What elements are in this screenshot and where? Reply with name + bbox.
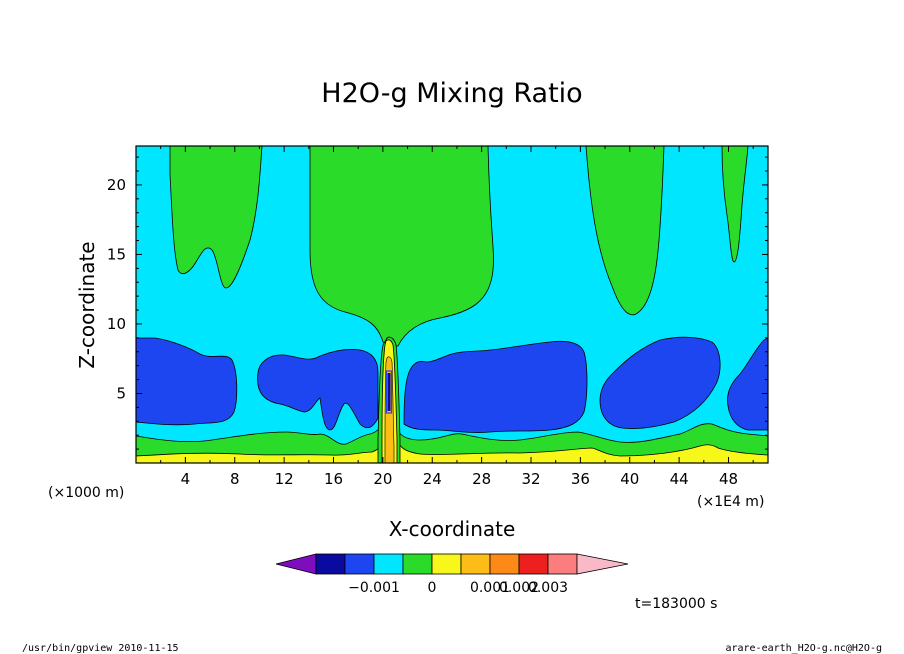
x-tick-label: 36	[571, 470, 590, 488]
colorbar-cell	[402, 553, 433, 575]
y-tick-label: 5	[116, 384, 126, 402]
colorbar-label: −0.001	[348, 580, 400, 596]
x-tick-label: 20	[373, 470, 392, 488]
low-region-1	[136, 337, 238, 426]
x-tick-label: 28	[472, 470, 491, 488]
colorbar-label: 0.001	[470, 580, 510, 596]
colorbar-cell	[460, 553, 491, 575]
x-tick-label: 40	[620, 470, 639, 488]
plot-frame	[135, 145, 769, 464]
colorbar-cell	[518, 553, 549, 575]
y-axis-label: Z-coordinate	[75, 241, 99, 368]
colorbar-low-arrow	[275, 553, 317, 575]
footer-right: arare-earth_H2O-g.nc@H2O-g	[725, 643, 882, 654]
x-tick-label: 16	[324, 470, 343, 488]
colorbar-cell	[344, 553, 375, 575]
low-region-2	[257, 349, 379, 431]
colorbar-cell	[315, 553, 346, 575]
x-tick-label: 4	[181, 470, 191, 488]
y-tick-label: 10	[107, 315, 126, 333]
time-label: t=183000 s	[635, 596, 717, 612]
colorbar	[275, 553, 629, 575]
colorbar-cell	[431, 553, 462, 575]
x-unit-left: (×1000 m)	[48, 485, 124, 501]
column-core	[387, 373, 391, 411]
x-tick-label: 12	[275, 470, 294, 488]
upper-region-3	[585, 146, 665, 316]
x-tick-label: 8	[230, 470, 240, 488]
x-tick-label: 48	[719, 470, 738, 488]
colorbar-cell	[547, 553, 578, 575]
y-axis: 5 10 15 20	[107, 156, 768, 450]
x-unit-right: (×1E4 m)	[697, 494, 764, 510]
y-tick-label: 15	[107, 245, 126, 263]
surface-yellow	[136, 439, 768, 463]
upper-region-2	[309, 146, 494, 347]
upper-region-1	[169, 146, 263, 289]
low-region-3	[403, 340, 588, 433]
footer-left: /usr/bin/gpview 2010-11-15	[22, 643, 179, 654]
x-tick-label: 32	[521, 470, 540, 488]
lower-band	[136, 419, 768, 463]
x-axis: 4 8 12 16 20 24 28 32 36 40 44 48	[160, 146, 754, 488]
x-axis-label: X-coordinate	[389, 517, 516, 541]
x-tick-label: 24	[423, 470, 442, 488]
upper-region-4	[721, 146, 749, 263]
plot-area	[136, 146, 768, 463]
x-tick-label: 44	[670, 470, 689, 488]
chart-title: H2O-g Mixing Ratio	[321, 78, 582, 109]
colorbar-label: 0.002	[499, 580, 539, 596]
column-core-ring	[385, 370, 393, 414]
colorbar-cell	[373, 553, 404, 575]
colorbar-label: 0.003	[528, 580, 568, 596]
y-tick-label: 20	[107, 176, 126, 194]
colorbar-label: 0	[428, 580, 437, 596]
colorbar-cell	[489, 553, 520, 575]
colorbar-high-arrow	[576, 553, 629, 575]
low-region-5	[727, 337, 768, 431]
low-region-4	[599, 336, 721, 429]
